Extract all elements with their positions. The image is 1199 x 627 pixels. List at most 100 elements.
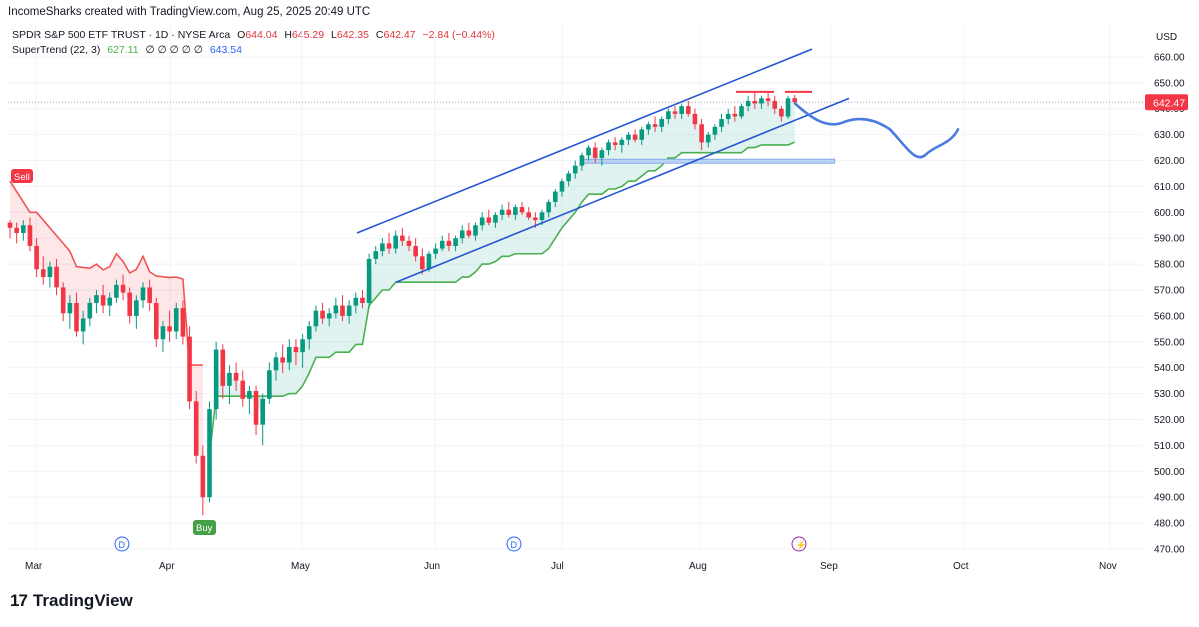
y-tick-label: 630.00 [1154,130,1185,141]
tradingview-logo[interactable]: 17 TradingView [10,591,133,611]
candle-body [426,253,432,270]
y-tick-label: 650.00 [1154,78,1185,89]
y-tick-label: 490.00 [1154,493,1185,504]
candle-body [420,256,425,270]
candle-body [785,98,791,117]
candle-body [519,207,525,213]
support-zone-rect [581,158,836,164]
candle-body [459,230,465,239]
x-tick-label: Jul [551,561,564,572]
last-price-label: 642.47 [1153,97,1185,109]
candle-body [406,240,412,246]
candle-body [599,150,605,158]
candle-body [180,308,186,337]
candle-body [572,165,578,174]
tradingview-logo-icon: 17 [10,591,28,610]
candle-body [393,235,398,249]
close-label: C [375,29,384,41]
symbol-legend[interactable]: SPDR S&P 500 ETF TRUST · 1D · NYSE Arca … [12,29,495,41]
candle-body [446,240,452,246]
y-tick-label: 520.00 [1154,415,1185,426]
candle-body [87,302,93,319]
dividend-icon [506,536,522,552]
candle-body [300,339,305,353]
candle-body [579,155,585,166]
candle-body [280,357,285,363]
candle-body [626,134,631,140]
candle-body [493,214,498,223]
candle-body [592,147,598,158]
open-value: 644.04 [245,29,278,41]
candle-body [326,313,332,319]
y-tick-label: 590.00 [1154,234,1185,245]
candle-body [160,326,166,340]
candle-body [80,318,86,332]
x-tick-label: Sep [820,561,838,572]
x-tick-label: Nov [1099,561,1117,572]
candle-body [705,134,711,143]
candle-body [652,124,658,127]
y-tick-label: 500.00 [1154,467,1185,478]
y-tick-label: 600.00 [1154,208,1185,219]
candle-body [373,251,379,259]
candle-body [553,191,558,202]
candle-body [739,106,744,117]
candle-body [486,217,492,223]
supertrend-fill [209,99,795,456]
candle-body [360,297,365,303]
y-tick-label: 570.00 [1154,286,1185,297]
supertrend-line [9,141,796,456]
supertrend-fill [10,181,203,477]
candle-body [306,326,312,340]
candle-body [686,106,691,114]
candle-body [386,243,392,249]
candle-body [692,113,698,125]
trend-channel [356,48,850,283]
candle-body [639,129,645,140]
candle-body [679,106,684,114]
candle-body [107,297,113,306]
candle-body [67,302,73,314]
event-icon-label: ⚡ [796,539,807,551]
open-label: O [237,29,246,41]
indicator-value-1: 627.11 [107,44,139,56]
high-value: 645.29 [291,29,325,41]
buy-badge [193,520,216,535]
y-tick-label: 550.00 [1154,337,1185,348]
candle-body [533,217,538,221]
candle-body [619,139,625,145]
candle-body [233,372,239,381]
price-axis: 470.00 480.00 490.00 500.00 510.00 520.00 530.… [1145,32,1188,556]
tradingview-logo-text: TradingView [32,591,133,610]
candle-body [719,119,724,127]
x-tick-label: Oct [953,561,969,572]
candle-body [466,230,472,236]
candle-body [94,295,99,303]
candle-body [200,455,206,498]
candle-body [213,349,219,410]
indicator-legend[interactable]: SuperTrend (22, 3) 627.11 ∅ ∅ ∅ ∅ ∅ 643.… [12,44,242,56]
chart-grid [8,22,1143,550]
event-lightning-icon [791,536,807,552]
candle-body [100,295,106,306]
close-value: 642.47 [383,29,416,41]
candle-body [646,124,651,130]
candle-body [725,113,731,120]
candle-body [187,336,192,402]
candle-body [413,245,418,257]
x-tick-label: Apr [159,561,175,572]
candle-body [792,98,797,103]
buy-label: Buy [196,523,213,534]
y-tick-label: 470.00 [1154,545,1185,556]
chart-attribution: IncomeSharks created with TradingView.co… [8,6,371,18]
candle-body [513,207,518,215]
candle-body [659,119,664,127]
candle-body [499,209,505,215]
candle-body [479,217,485,226]
candle-body [559,181,565,192]
y-tick-label: 530.00 [1154,389,1185,400]
candle-body [293,346,299,353]
projection-curve [793,102,960,159]
candle-body [453,238,458,246]
